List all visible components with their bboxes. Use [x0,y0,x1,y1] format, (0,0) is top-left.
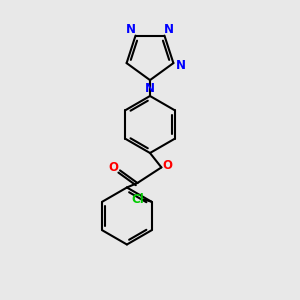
Text: N: N [164,22,174,35]
Text: N: N [145,82,155,95]
Text: O: O [162,159,172,172]
Text: Cl: Cl [131,193,144,206]
Text: O: O [108,161,118,174]
Text: N: N [176,59,186,72]
Text: N: N [126,22,136,35]
